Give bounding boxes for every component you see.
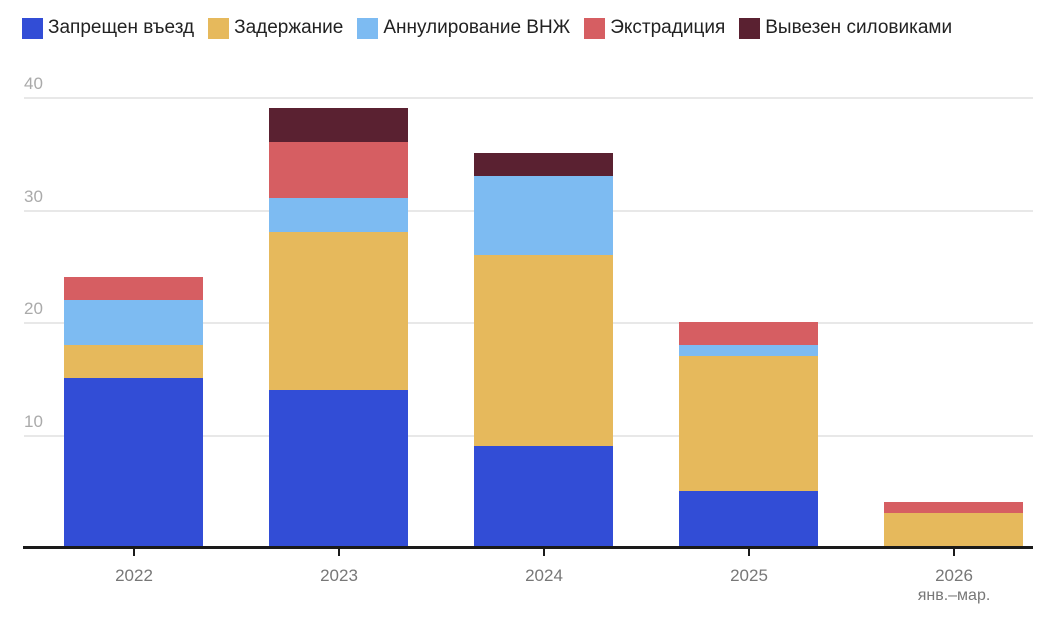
bar-segment[interactable] (474, 254, 613, 446)
bar-segment[interactable] (884, 513, 1023, 547)
legend-item-permit-cancel[interactable]: Аннулирование ВНЖ (357, 17, 570, 39)
y-tick-label: 20 (24, 299, 43, 318)
x-tick (543, 549, 545, 556)
x-tick (133, 549, 135, 556)
y-tick-label: 10 (24, 412, 43, 431)
legend-label: Задержание (234, 17, 344, 38)
legend-swatch (357, 17, 379, 39)
x-label-2022: 2022 (54, 566, 214, 586)
x-label-2026: 2026 янв.–мар. (874, 566, 1034, 606)
x-label-2024: 2024 (464, 566, 624, 586)
x-tick (338, 549, 340, 556)
bar-2025[interactable] (679, 322, 818, 547)
bar-segment[interactable] (269, 232, 408, 390)
bar-segment[interactable] (64, 277, 203, 300)
legend-item-extradition[interactable]: Экстрадиция (584, 17, 725, 39)
bar-segment[interactable] (474, 175, 613, 255)
bar-2023[interactable] (269, 108, 408, 547)
legend-item-entry-ban[interactable]: Запрещен въезд (22, 17, 194, 39)
y-tick-label: 40 (24, 74, 43, 93)
x-label-text: 2025 (730, 566, 768, 585)
legend-label: Запрещен въезд (48, 17, 195, 38)
x-tick (953, 549, 955, 556)
legend-label: Экстрадиция (610, 17, 726, 38)
bar-segment[interactable] (884, 502, 1023, 514)
x-label-sublabel: янв.–мар. (917, 587, 991, 604)
bar-segment[interactable] (679, 344, 818, 356)
bar-segment[interactable] (269, 108, 408, 142)
gridline (24, 97, 1033, 99)
bar-segment[interactable] (64, 378, 203, 547)
x-tick (748, 549, 750, 556)
bar-segment[interactable] (679, 322, 818, 345)
y-tick-label: 30 (24, 187, 43, 206)
bar-segment[interactable] (269, 198, 408, 232)
bar-segment[interactable] (269, 142, 408, 199)
bar-segment[interactable] (474, 153, 613, 176)
legend-item-detention[interactable]: Задержание (208, 17, 343, 39)
x-axis-line (23, 546, 1033, 549)
legend-swatch (208, 17, 230, 39)
x-label-text: 2022 (115, 566, 153, 585)
legend-label: Аннулирование ВНЖ (383, 17, 571, 38)
bar-segment[interactable] (269, 389, 408, 547)
bar-2026[interactable] (884, 502, 1023, 547)
bar-2022[interactable] (64, 277, 203, 547)
legend-swatch (22, 17, 43, 39)
bar-segment[interactable] (474, 445, 613, 547)
bar-segment[interactable] (64, 344, 203, 379)
bar-2024[interactable] (474, 153, 613, 547)
legend-swatch (584, 17, 606, 39)
bar-segment[interactable] (679, 490, 818, 547)
legend-item-abducted[interactable]: Вывезен силовиками (739, 17, 952, 39)
x-label-2025: 2025 (669, 566, 829, 586)
chart-legend: Запрещен въезд Задержание Аннулирование … (22, 17, 966, 39)
x-label-2023: 2023 (259, 566, 419, 586)
legend-swatch (739, 17, 761, 39)
x-label-text: 2024 (525, 566, 563, 585)
x-label-text: 2026 (935, 566, 973, 585)
bar-segment[interactable] (64, 299, 203, 345)
x-label-text: 2023 (320, 566, 358, 585)
legend-label: Вывезен силовиками (765, 17, 953, 38)
bar-segment[interactable] (679, 355, 818, 491)
